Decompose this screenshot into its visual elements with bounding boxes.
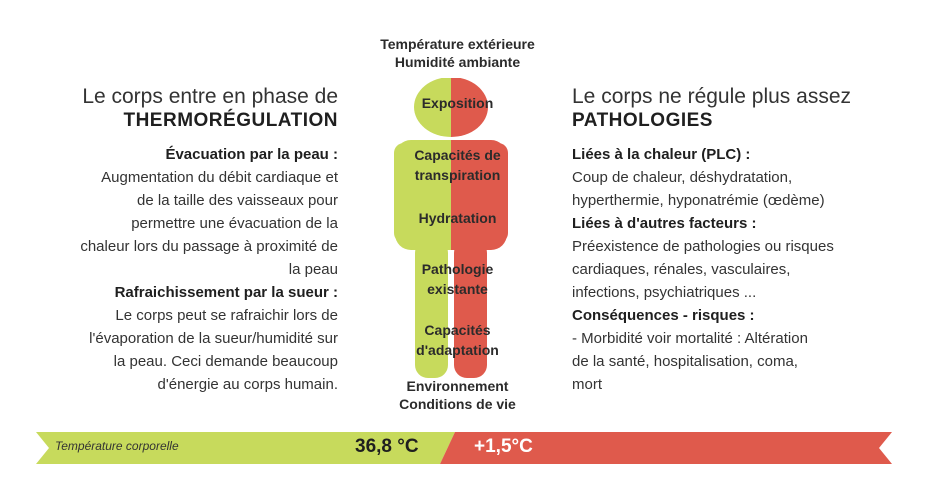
bottom-label-line1: Environnement xyxy=(406,378,509,394)
right-section3-line: - Morbidité voir mortalité : Altération xyxy=(572,330,808,347)
right-heading: Le corps ne régule plus assez xyxy=(572,85,851,108)
temperature-bar-green-section xyxy=(36,432,455,464)
label-pathologie-1: Pathologie xyxy=(421,261,494,277)
left-section2-title: Rafraichissement par la sueur : xyxy=(114,284,338,301)
right-section2-line: cardiaques, rénales, vasculaires, xyxy=(572,261,791,278)
left-section1-line: Augmentation du débit cardiaque et xyxy=(101,169,338,186)
left-section1-line: la peau xyxy=(288,261,338,278)
right-section2-line: Préexistence de pathologies ou risques xyxy=(572,238,834,255)
label-hydratation: Hydratation xyxy=(418,210,497,226)
left-column: Le corps entre en phase de THERMORÉGULAT… xyxy=(20,84,338,396)
left-section2-line: l'évaporation de la sueur/humidité sur xyxy=(89,330,338,347)
normal-temperature-value: 36,8 °C xyxy=(355,436,419,457)
bottom-label-line2: Conditions de vie xyxy=(399,396,516,412)
label-pathologie-2: existante xyxy=(427,281,488,297)
temperature-bar-label: Température corporelle xyxy=(55,439,179,453)
temperature-bar xyxy=(36,432,892,464)
right-section3-line: de la santé, hospitalisation, coma, xyxy=(572,353,798,370)
right-section2-title: Liées à d'autres facteurs : xyxy=(572,215,757,232)
label-transpiration-2: transpiration xyxy=(414,167,501,183)
right-section3-title: Conséquences - risques : xyxy=(572,307,755,324)
right-subheading: PATHOLOGIES xyxy=(572,110,713,131)
top-label-line2: Humidité ambiante xyxy=(394,54,521,70)
left-heading: Le corps entre en phase de xyxy=(82,85,338,108)
label-transpiration-1: Capacités de xyxy=(414,147,501,163)
right-section1-line: Coup de chaleur, déshydratation, xyxy=(572,169,793,186)
left-section1-title: Évacuation par la peau : xyxy=(165,146,338,163)
left-section2-line: d'énergie au corps humain. xyxy=(157,376,338,393)
left-section2-line: la peau. Ceci demande beaucoup xyxy=(113,353,338,370)
label-adaptation-1: Capacités xyxy=(424,322,491,338)
left-section1-line: chaleur lors du passage à proximité de xyxy=(80,238,338,255)
temperature-bar-red-section xyxy=(440,432,892,464)
left-subheading: THERMORÉGULATION xyxy=(123,110,338,131)
right-section1-line: hyperthermie, hyponatrémie (œdème) xyxy=(572,192,825,209)
left-section1-line: de la taille des vaisseaux pour xyxy=(137,192,338,209)
label-exposition: Exposition xyxy=(421,95,494,111)
label-adaptation-2: d'adaptation xyxy=(416,342,499,358)
right-section2-line: infections, psychiatriques ... xyxy=(572,284,757,301)
right-section1-title: Liées à la chaleur (PLC) : xyxy=(572,146,751,163)
top-label-line1: Température extérieure xyxy=(380,36,535,52)
left-section2-line: Le corps peut se rafraichir lors de xyxy=(115,307,338,324)
left-section1-line: permettre une évacuation de la xyxy=(131,215,338,232)
right-column: Le corps ne régule plus assez PATHOLOGIE… xyxy=(572,84,917,396)
right-section3-line: mort xyxy=(572,376,602,393)
temperature-increase-value: +1,5°C xyxy=(474,436,533,457)
